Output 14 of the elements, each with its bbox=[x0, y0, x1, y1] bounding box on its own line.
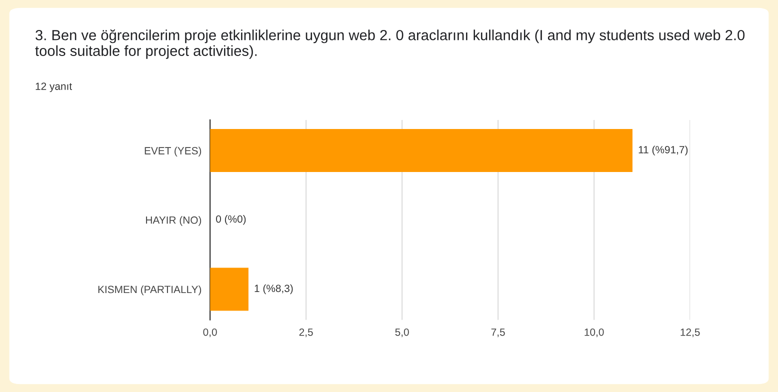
data-label: 0 (%0) bbox=[216, 215, 246, 225]
text: 12 yanıt bbox=[36, 82, 72, 92]
x-tick-label: 5,0 bbox=[395, 328, 409, 338]
data-label: 1 (%8,3) bbox=[254, 284, 293, 294]
x-tick-label: 10,0 bbox=[584, 328, 604, 338]
x-tick-label: 7,5 bbox=[491, 328, 505, 338]
data-label: 11 (%91,7) bbox=[638, 146, 688, 156]
x-tick-label: 0,0 bbox=[203, 328, 217, 338]
x-tick-label: 2,5 bbox=[299, 328, 313, 338]
y-tick-label: HAYIR (NO) bbox=[146, 216, 202, 226]
y-tick-label: KISMEN (PARTIALLY) bbox=[98, 286, 202, 296]
y-tick-label: EVET (YES) bbox=[144, 146, 202, 156]
x-tick-label: 12,5 bbox=[680, 328, 700, 338]
chart-title: 3. Ben ve öğrencilerim proje etkinliklerine uygun web 2. 0 araclarını kullandık (I and my students used web 2.0 tools suitable for project activities). bbox=[35, 29, 745, 59]
